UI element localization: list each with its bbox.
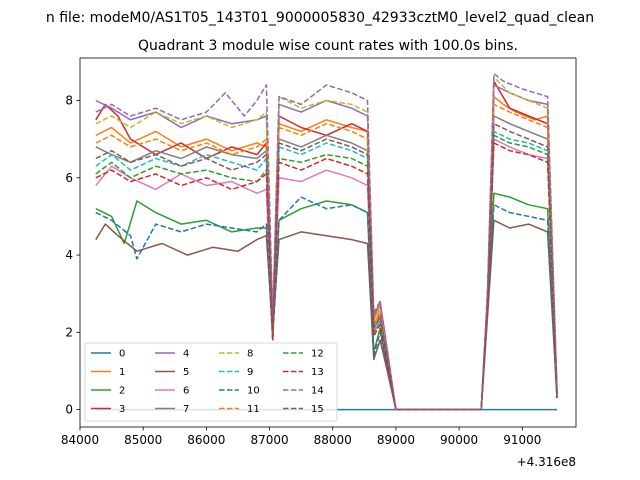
legend-label-8: 8 [247,349,253,360]
x-tick-label: 90000 [440,433,478,447]
legend-label-7: 7 [183,404,189,415]
legend-label-6: 6 [183,386,189,397]
x-tick-label: 88000 [314,433,352,447]
y-tick-label: 6 [65,171,73,185]
x-tick-label: 86000 [187,433,225,447]
legend-box [84,342,338,422]
legend-label-15: 15 [311,404,324,415]
y-tick-label: 2 [65,325,73,339]
legend-label-14: 14 [311,386,324,397]
legend-label-3: 3 [119,404,125,415]
x-tick-label: 84000 [61,433,99,447]
series-line-14 [95,72,558,411]
legend-label-5: 5 [183,367,189,378]
x-axis: 84000 85000 86000 87000 88000 89000 90000 91000 [61,427,541,447]
legend-label-0: 0 [119,349,125,360]
legend-label-1: 1 [119,367,125,378]
y-axis: 0 2 4 6 8 [65,94,80,417]
y-tick-label: 0 [65,403,73,417]
legend-label-13: 13 [311,367,324,378]
series-line-10 [95,196,558,411]
chart-title: Quadrant 3 module wise count rates with … [138,38,518,54]
series-line-15 [95,122,558,411]
legend-label-4: 4 [183,349,189,360]
series-line-13 [95,142,558,411]
legend-label-2: 2 [119,386,125,397]
series-line-1 [95,95,558,411]
legend-label-9: 9 [247,367,253,378]
x-tick-label: 87000 [250,433,288,447]
x-tick-label: 89000 [377,433,415,447]
legend-label-10: 10 [247,386,260,397]
x-axis-offset-label: +4.316e8 [517,455,576,469]
legend-label-12: 12 [311,349,324,360]
x-tick-label: 91000 [503,433,541,447]
series-line-5 [95,219,558,411]
y-tick-label: 4 [65,248,73,262]
y-tick-label: 8 [65,94,73,108]
plot-area-frame [79,57,577,428]
x-tick-label: 85000 [124,433,162,447]
legend-label-11: 11 [247,404,260,415]
figure-suptitle: n file: modeM0/AS1T05_143T01_9000005830_… [46,10,594,26]
